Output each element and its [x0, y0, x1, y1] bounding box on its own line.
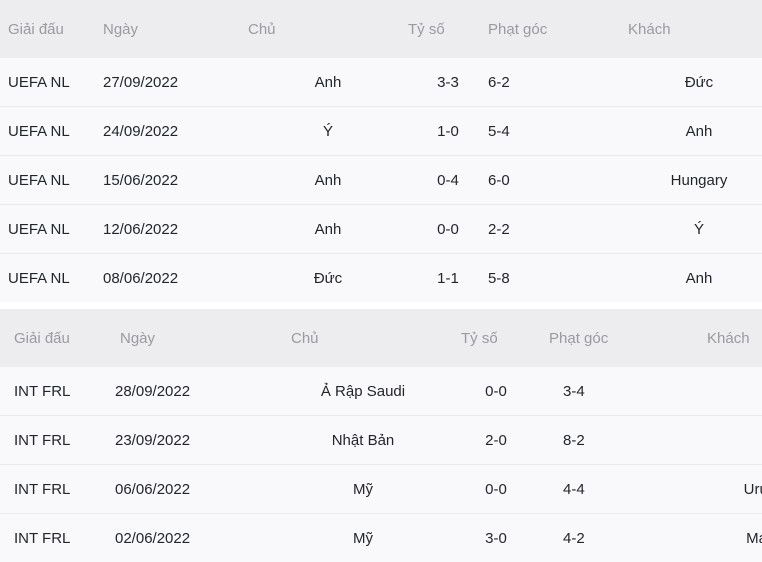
cell-home-team[interactable]: Đức	[248, 254, 408, 303]
cell-corners: 5-8	[488, 254, 573, 303]
cell-home-team[interactable]: Mỹ	[265, 465, 451, 514]
table-row[interactable]: UEFA NL 15/06/2022 Anh 0-4 6-0 Hungary	[0, 156, 762, 205]
cell-spacer	[634, 514, 689, 562]
column-header-date[interactable]: Ngày	[103, 0, 248, 58]
cell-away-team[interactable]: Anh	[628, 254, 762, 303]
cell-home-team[interactable]: Nhật Bản	[265, 416, 451, 465]
table-header-friendly: Giải đấu Ngày Chủ Tỷ số Phạt góc Khách	[0, 309, 762, 367]
cell-score: 0-4	[408, 156, 488, 205]
cell-date: 23/09/2022	[109, 416, 265, 465]
cell-score: 3-3	[408, 58, 488, 107]
table-row[interactable]: INT FRL 23/09/2022 Nhật Bản 2-0 8-2 Mỹ	[0, 416, 762, 465]
cell-score: 3-0	[451, 514, 541, 562]
table-separator	[0, 302, 762, 309]
column-header-date[interactable]: Ngày	[109, 309, 265, 367]
cell-score: 0-0	[408, 205, 488, 254]
cell-away-team[interactable]: Uruguay	[689, 465, 762, 514]
cell-away-team[interactable]: Anh	[628, 107, 762, 156]
cell-league: INT FRL	[0, 465, 109, 514]
cell-corners: 4-2	[541, 514, 634, 562]
cell-spacer	[573, 254, 628, 303]
cell-date: 02/06/2022	[109, 514, 265, 562]
cell-date: 12/06/2022	[103, 205, 248, 254]
match-table-uefa-nations-league: Giải đấu Ngày Chủ Tỷ số Phạt góc Khách U…	[0, 0, 762, 302]
cell-away-team[interactable]: Ma Rốc	[689, 514, 762, 562]
column-header-away[interactable]: Khách	[689, 309, 762, 367]
cell-date: 24/09/2022	[103, 107, 248, 156]
cell-home-team[interactable]: Anh	[248, 156, 408, 205]
table-row[interactable]: UEFA NL 24/09/2022 Ý 1-0 5-4 Anh	[0, 107, 762, 156]
cell-date: 08/06/2022	[103, 254, 248, 303]
cell-corners: 4-4	[541, 465, 634, 514]
cell-away-team[interactable]: Mỹ	[689, 416, 762, 465]
cell-corners: 3-4	[541, 367, 634, 416]
cell-date: 06/06/2022	[109, 465, 265, 514]
column-header-score[interactable]: Tỷ số	[451, 309, 541, 367]
cell-away-team[interactable]: Ý	[628, 205, 762, 254]
cell-score: 0-0	[451, 367, 541, 416]
cell-league: UEFA NL	[0, 254, 103, 303]
cell-league: INT FRL	[0, 416, 109, 465]
cell-league: INT FRL	[0, 514, 109, 562]
cell-corners: 2-2	[488, 205, 573, 254]
cell-home-team[interactable]: Mỹ	[265, 514, 451, 562]
cell-home-team[interactable]: Ý	[248, 107, 408, 156]
column-header-corners[interactable]: Phạt góc	[488, 0, 573, 58]
table-row[interactable]: INT FRL 02/06/2022 Mỹ 3-0 4-2 Ma Rốc	[0, 514, 762, 562]
table-row[interactable]: INT FRL 06/06/2022 Mỹ 0-0 4-4 Uruguay	[0, 465, 762, 514]
cell-spacer	[573, 58, 628, 107]
cell-spacer	[573, 107, 628, 156]
column-header-home[interactable]: Chủ	[248, 0, 408, 58]
column-header-home[interactable]: Chủ	[265, 309, 451, 367]
table-row[interactable]: INT FRL 28/09/2022 Ả Rập Saudi 0-0 3-4 M…	[0, 367, 762, 416]
cell-date: 27/09/2022	[103, 58, 248, 107]
header-row: Giải đấu Ngày Chủ Tỷ số Phạt góc Khách	[0, 309, 762, 367]
cell-score: 1-0	[408, 107, 488, 156]
table-body-uefa: UEFA NL 27/09/2022 Anh 3-3 6-2 Đức UEFA …	[0, 58, 762, 302]
cell-corners: 6-2	[488, 58, 573, 107]
cell-spacer	[573, 156, 628, 205]
cell-corners: 8-2	[541, 416, 634, 465]
column-header-corners[interactable]: Phạt góc	[541, 309, 634, 367]
cell-away-team[interactable]: Mỹ	[689, 367, 762, 416]
cell-corners: 5-4	[488, 107, 573, 156]
cell-date: 15/06/2022	[103, 156, 248, 205]
cell-home-team[interactable]: Anh	[248, 58, 408, 107]
table-body-friendly: INT FRL 28/09/2022 Ả Rập Saudi 0-0 3-4 M…	[0, 367, 762, 562]
cell-away-team[interactable]: Hungary	[628, 156, 762, 205]
cell-score: 2-0	[451, 416, 541, 465]
match-table-international-friendly: Giải đấu Ngày Chủ Tỷ số Phạt góc Khách I…	[0, 309, 762, 562]
cell-corners: 6-0	[488, 156, 573, 205]
cell-spacer	[634, 465, 689, 514]
cell-date: 28/09/2022	[109, 367, 265, 416]
cell-league: UEFA NL	[0, 58, 103, 107]
column-header-spacer	[634, 309, 689, 367]
cell-league: INT FRL	[0, 367, 109, 416]
cell-league: UEFA NL	[0, 205, 103, 254]
column-header-league[interactable]: Giải đấu	[0, 309, 109, 367]
cell-home-team[interactable]: Anh	[248, 205, 408, 254]
table-row[interactable]: UEFA NL 08/06/2022 Đức 1-1 5-8 Anh	[0, 254, 762, 303]
cell-league: UEFA NL	[0, 156, 103, 205]
cell-home-team[interactable]: Ả Rập Saudi	[265, 367, 451, 416]
column-header-score[interactable]: Tỷ số	[408, 0, 488, 58]
cell-score: 1-1	[408, 254, 488, 303]
column-header-spacer	[573, 0, 628, 58]
column-header-away[interactable]: Khách	[628, 0, 762, 58]
table-row[interactable]: UEFA NL 12/06/2022 Anh 0-0 2-2 Ý	[0, 205, 762, 254]
cell-spacer	[634, 416, 689, 465]
cell-league: UEFA NL	[0, 107, 103, 156]
cell-spacer	[573, 205, 628, 254]
column-header-league[interactable]: Giải đấu	[0, 0, 103, 58]
header-row: Giải đấu Ngày Chủ Tỷ số Phạt góc Khách	[0, 0, 762, 58]
table-header-uefa: Giải đấu Ngày Chủ Tỷ số Phạt góc Khách	[0, 0, 762, 58]
table-row[interactable]: UEFA NL 27/09/2022 Anh 3-3 6-2 Đức	[0, 58, 762, 107]
cell-away-team[interactable]: Đức	[628, 58, 762, 107]
cell-spacer	[634, 367, 689, 416]
cell-score: 0-0	[451, 465, 541, 514]
